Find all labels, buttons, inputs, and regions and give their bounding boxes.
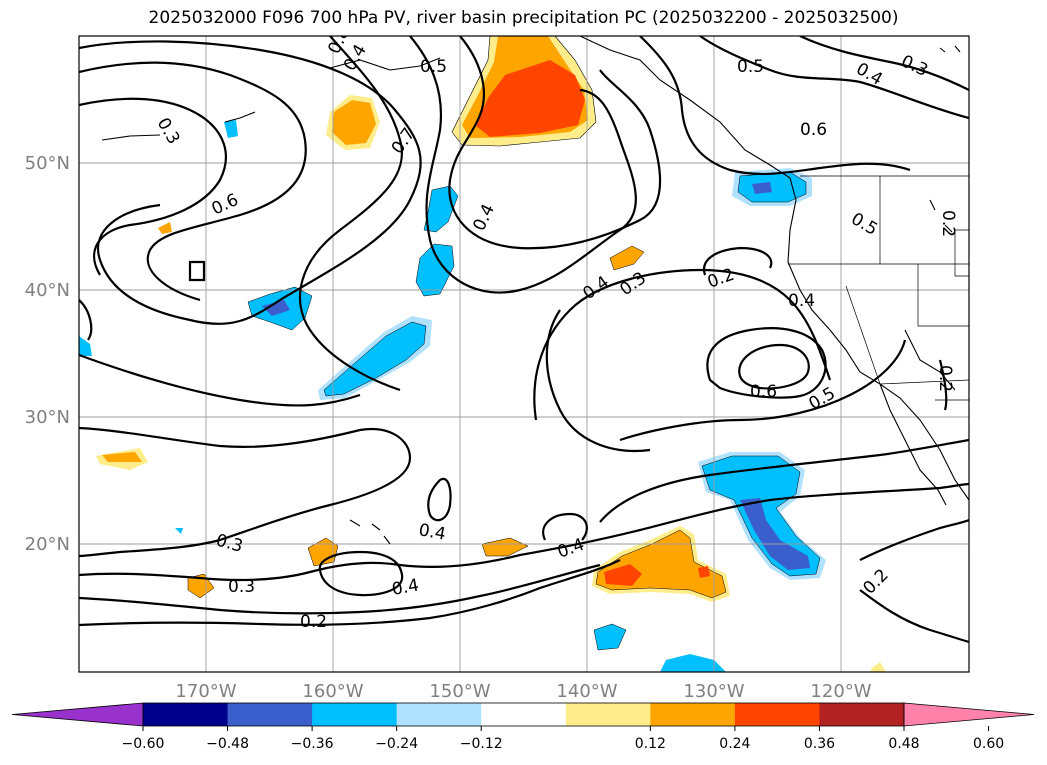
lat-tick-labels: 50°N 40°N 30°N 20°N bbox=[25, 153, 70, 555]
contour-label: 0.6 bbox=[800, 120, 827, 140]
shade-negative-nw-coast-core bbox=[737, 171, 807, 203]
colorbar-tick-label: 0.36 bbox=[804, 736, 835, 752]
shade-positive-18n-core bbox=[604, 564, 642, 586]
shade-negative-small-w bbox=[224, 120, 238, 138]
colorbar-tick-label: 0.48 bbox=[888, 736, 919, 752]
lon-tick-label: 140°W bbox=[556, 681, 617, 702]
shade-negative-west-blob-dark bbox=[262, 300, 290, 316]
contour-label: 0.2 bbox=[938, 210, 958, 237]
contour-label: 0.3 bbox=[228, 577, 255, 597]
shade-positive-20n-b bbox=[481, 537, 529, 557]
shade-positive-18n-spot bbox=[698, 566, 710, 578]
colorbar-cell bbox=[650, 703, 736, 726]
colorbar-tick-label: −0.36 bbox=[291, 736, 334, 752]
colorbar-tick-label: −0.48 bbox=[206, 736, 249, 752]
shade-negative-se-dark bbox=[740, 498, 810, 570]
shade-negative-streak-2 bbox=[415, 243, 455, 297]
shade-positive-43n bbox=[609, 245, 645, 271]
borders bbox=[788, 175, 969, 401]
shade-positive-gulf-alaska-core bbox=[476, 60, 585, 137]
lon-tick-label: 150°W bbox=[429, 681, 490, 702]
pv-contours bbox=[79, 36, 969, 644]
colorbar-cell bbox=[143, 703, 229, 726]
contour-label: 0.6 bbox=[750, 382, 777, 402]
colorbar-tick-label: 0.60 bbox=[973, 736, 1004, 752]
shade-positive-tiny-se bbox=[870, 662, 886, 672]
colorbar: −0.60 −0.48 −0.36 −0.24 −0.12 0.12 0.24 0.36 0.4… bbox=[11, 702, 1035, 752]
colorbar-extend-high bbox=[903, 702, 1035, 727]
colorbar-cells bbox=[11, 702, 1035, 727]
colorbar-cell bbox=[227, 703, 313, 726]
shade-negative-tiny bbox=[175, 528, 183, 534]
shaded-fields bbox=[79, 36, 886, 672]
colorbar-cell bbox=[565, 703, 651, 726]
colorbar-cell bbox=[481, 703, 567, 726]
contour-label: 0.4 bbox=[417, 520, 447, 544]
colorbar-cell bbox=[312, 703, 398, 726]
colorbar-cell bbox=[734, 703, 820, 726]
colorbar-tick-label: −0.24 bbox=[375, 736, 418, 752]
colorbar-tick-label: −0.60 bbox=[122, 736, 165, 752]
contour-label: 0.5 bbox=[420, 57, 447, 77]
colorbar-tick-label: 0.24 bbox=[719, 736, 750, 752]
contour-label: 0.2 bbox=[300, 612, 327, 632]
lat-tick-label: 40°N bbox=[25, 280, 70, 301]
colorbar-tick-label: −0.12 bbox=[460, 736, 503, 752]
contour-label: 0.4 bbox=[390, 576, 420, 600]
shade-positive-27n-core bbox=[102, 452, 142, 462]
colorbar-frame bbox=[142, 702, 905, 727]
shade-negative-diagonal-core bbox=[323, 321, 427, 397]
shade-positive-small-1-core bbox=[332, 100, 376, 145]
lon-tick-label: 130°W bbox=[683, 681, 744, 702]
lon-tick-label: 120°W bbox=[810, 681, 871, 702]
colorbar-cell bbox=[819, 703, 905, 726]
shade-negative-edge-w bbox=[79, 336, 92, 356]
colorbar-ticks: −0.60 −0.48 −0.36 −0.24 −0.12 0.12 0.24 0.36 0.4… bbox=[122, 726, 1004, 752]
map-panel: 0.5 0.4 0.3 0.5 0.6 0.8 0.7 0.3 0.6 0.4 … bbox=[78, 35, 970, 673]
lon-tick-labels: 170°W 160°W 150°W 140°W 130°W 120°W bbox=[175, 681, 871, 702]
contour-label: 0.5 bbox=[737, 57, 764, 77]
map-frame bbox=[78, 35, 970, 673]
colorbar-extend-low bbox=[11, 702, 144, 727]
shade-positive-17n bbox=[187, 573, 215, 599]
lat-tick-label: 20°N bbox=[25, 534, 70, 555]
shade-negative-13n bbox=[593, 623, 627, 651]
colorbar-cell bbox=[396, 703, 482, 726]
shade-negative-nw-coast-dark bbox=[752, 182, 772, 194]
contour-label: 0.4 bbox=[788, 291, 815, 311]
contour-label: 0.2 bbox=[935, 365, 955, 392]
map-title: 2025032000 F096 700 hPa PV, river basin … bbox=[148, 8, 899, 28]
lat-tick-label: 30°N bbox=[25, 407, 70, 428]
lat-tick-label: 50°N bbox=[25, 153, 70, 174]
lon-tick-label: 160°W bbox=[302, 681, 363, 702]
shade-negative-bottom bbox=[660, 654, 726, 672]
colorbar-tick-label: 0.12 bbox=[635, 736, 666, 752]
shade-positive-45n bbox=[158, 222, 172, 234]
lon-tick-label: 170°W bbox=[175, 681, 236, 702]
